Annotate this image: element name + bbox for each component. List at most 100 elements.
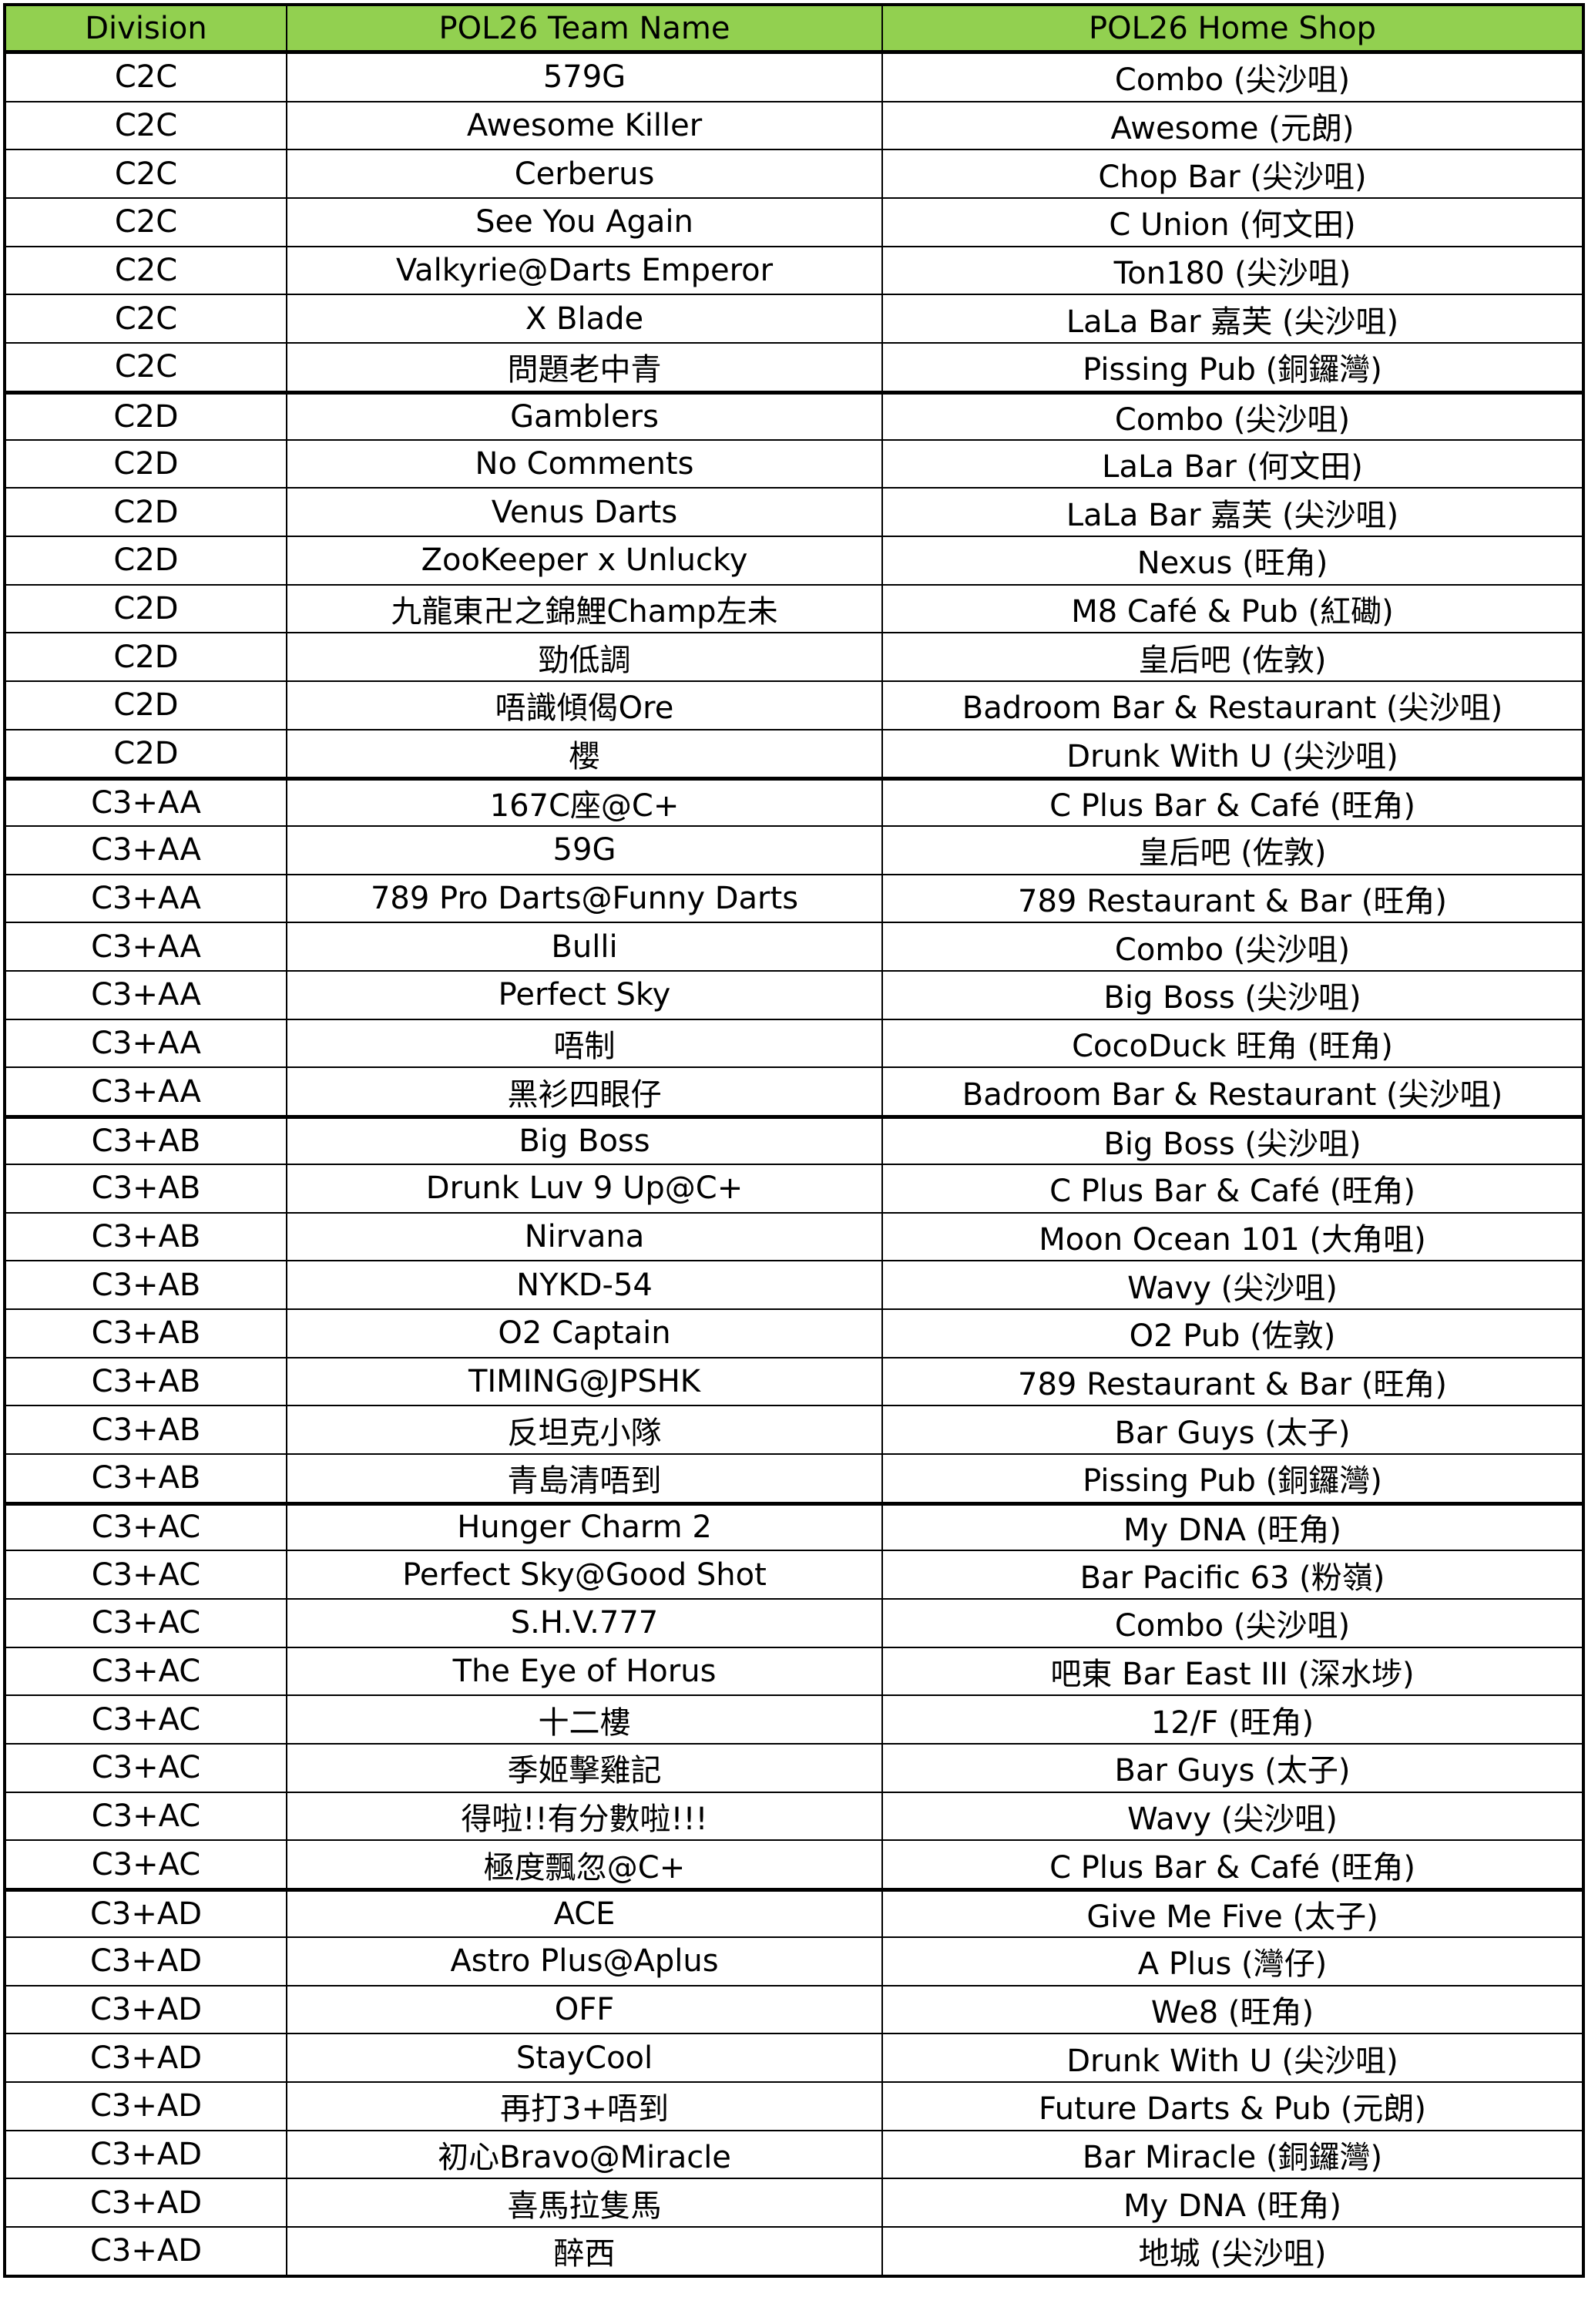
division-cell: C2D <box>6 489 287 536</box>
division-cell: C2D <box>6 730 287 777</box>
team-name-cell: 黑衫四眼仔 <box>287 1068 883 1116</box>
team-name-cell: Perfect Sky <box>287 972 883 1019</box>
table-row: C3+AA Bulli Combo (尖沙咀) <box>6 922 1582 971</box>
table-row: C3+AB Big Boss Big Boss (尖沙咀) <box>6 1115 1582 1164</box>
division-cell: C3+AC <box>6 1600 287 1647</box>
table-row: C2D 唔識傾偈Ore Badroom Bar & Restaurant (尖沙咀) <box>6 680 1582 729</box>
division-cell: C3+AB <box>6 1358 287 1405</box>
table-row: C3+AA Perfect Sky Big Boss (尖沙咀) <box>6 970 1582 1019</box>
table-row: C2D No Comments LaLa Bar (何文田) <box>6 438 1582 488</box>
home-shop-cell: My DNA (旺角) <box>1123 1513 1341 1549</box>
team-name-cell: 醉西 <box>287 2227 883 2275</box>
team-name-cell: 青島清唔到 <box>287 1454 883 1502</box>
home-shop-cell: Bar Guys (太子) <box>1114 1415 1351 1451</box>
table-row: C3+AA 789 Pro Darts@Funny Darts 789 Restau… <box>6 873 1582 922</box>
division-cell: C3+AB <box>6 1261 287 1308</box>
team-name-cell: 十二樓 <box>287 1696 883 1744</box>
team-name-cell: StayCool <box>287 2034 883 2081</box>
division-cell: C3+AC <box>6 1647 287 1695</box>
team-name-cell: Nirvana <box>287 1213 883 1261</box>
table-row: C3+AD ACE Give Me Five (太子) <box>6 1888 1582 1936</box>
table-row: C3+AB TIMING@JPSHK 789 Restaurant & Bar (旺… <box>6 1356 1582 1405</box>
team-name-cell: See You Again <box>287 199 883 246</box>
division-cell: C2D <box>6 633 287 680</box>
home-shop-cell: Big Boss (尖沙咀) <box>1103 1126 1361 1162</box>
home-shop-cell: C Plus Bar & Café (旺角) <box>1049 788 1415 824</box>
home-shop-cell: Bar Miracle (銅鑼灣) <box>1082 2139 1383 2175</box>
table-row: C2D 櫻 Drunk With U (尖沙咀) <box>6 728 1582 777</box>
table-row: C3+AB Nirvana Moon Ocean 101 (大角咀) <box>6 1211 1582 1261</box>
division-cell: C3+AA <box>6 827 287 874</box>
team-name-cell: Big Boss <box>287 1119 883 1164</box>
table-row: C2C See You Again C Union (何文田) <box>6 197 1582 246</box>
division-cell: C3+AC <box>6 1792 287 1840</box>
table-row: C3+AD 醉西 地城 (尖沙咀) <box>6 2225 1582 2275</box>
home-shop-cell: Badroom Bar & Restaurant (尖沙咀) <box>962 1076 1503 1113</box>
home-shop-cell: 皇后吧 (佐敦) <box>1138 835 1327 872</box>
division-cell: C2D <box>6 681 287 729</box>
team-name-cell: No Comments <box>287 440 883 488</box>
team-name-cell: 167C座@C+ <box>287 781 883 825</box>
home-shop-cell: Big Boss (尖沙咀) <box>1103 980 1361 1016</box>
team-name-cell: 喜馬拉隻馬 <box>287 2179 883 2226</box>
table-row: C2D Gamblers Combo (尖沙咀) <box>6 390 1582 439</box>
division-cell: C3+AD <box>6 2131 287 2178</box>
division-cell: C3+AA <box>6 923 287 971</box>
home-shop-cell: A Plus (灣仔) <box>1137 1946 1328 1983</box>
home-shop-cell: Future Darts & Pub (元朗) <box>1038 2091 1427 2128</box>
table-row: C2D 勁低調 皇后吧 (佐敦) <box>6 632 1582 680</box>
division-cell: C3+AC <box>6 1696 287 1744</box>
header-team-name: POL26 Team Name <box>287 6 883 50</box>
team-name-cell: ZooKeeper x Unlucky <box>287 536 883 584</box>
team-name-cell: ACE <box>287 1892 883 1936</box>
home-shop-cell: C Union (何文田) <box>1109 207 1356 243</box>
division-cell: C3+AD <box>6 2227 287 2275</box>
team-name-cell: Valkyrie@Darts Emperor <box>287 247 883 294</box>
table-row: C3+AA 167C座@C+ C Plus Bar & Café (旺角) <box>6 777 1582 825</box>
team-name-cell: 唔制 <box>287 1019 883 1067</box>
team-name-cell: 初心Bravo@Miracle <box>287 2131 883 2178</box>
division-cell: C3+AD <box>6 1892 287 1936</box>
home-shop-cell: LaLa Bar (何文田) <box>1102 448 1363 485</box>
team-name-cell: Cerberus <box>287 150 883 198</box>
team-name-cell: 再打3+唔到 <box>287 2082 883 2130</box>
table-row: C2D Venus Darts LaLa Bar 嘉芙 (尖沙咀) <box>6 487 1582 536</box>
home-shop-cell: Give Me Five (太子) <box>1086 1899 1378 1935</box>
team-name-cell: 季姬擊雞記 <box>287 1745 883 1792</box>
table-row: C2C Valkyrie@Darts Emperor Ton180 (尖沙咀) <box>6 245 1582 294</box>
table-row: C3+AB 青島清唔到 Pissing Pub (銅鑼灣) <box>6 1452 1582 1502</box>
team-name-cell: Gamblers <box>287 394 883 439</box>
table-row: C2C 579G Combo (尖沙咀) <box>6 52 1582 101</box>
home-shop-cell: My DNA (旺角) <box>1123 2188 1341 2224</box>
team-name-cell: Perfect Sky@Good Shot <box>287 1551 883 1598</box>
division-cell: C3+AB <box>6 1454 287 1502</box>
home-shop-cell: We8 (旺角) <box>1150 1994 1314 2030</box>
team-name-cell: Astro Plus@Aplus <box>287 1937 883 1985</box>
home-shop-cell: 789 Restaurant & Bar (旺角) <box>1018 884 1447 920</box>
table-header: Division POL26 Team Name POL26 Home Shop <box>6 6 1582 52</box>
table-row: C2C Cerberus Chop Bar (尖沙咀) <box>6 149 1582 198</box>
home-shop-cell: Chop Bar (尖沙咀) <box>1098 159 1367 195</box>
header-home-shop: POL26 Home Shop <box>1089 10 1376 46</box>
table-row: C3+AC 季姬擊雞記 Bar Guys (太子) <box>6 1743 1582 1792</box>
table-row: C3+AC 極度飄忽@C+ C Plus Bar & Café (旺角) <box>6 1839 1582 1889</box>
table-row: C3+AC S.H.V.777 Combo (尖沙咀) <box>6 1598 1582 1647</box>
division-cell: C2D <box>6 440 287 488</box>
division-cell: C3+AC <box>6 1505 287 1550</box>
home-shop-cell: C Plus Bar & Café (旺角) <box>1049 1174 1415 1210</box>
table-row: C3+AD OFF We8 (旺角) <box>6 1984 1582 2034</box>
division-cell: C3+AD <box>6 1937 287 1985</box>
table-row: C3+AD Astro Plus@Aplus A Plus (灣仔) <box>6 1936 1582 1985</box>
table-row: C3+AC 十二樓 12/F (旺角) <box>6 1694 1582 1744</box>
home-shop-cell: 皇后吧 (佐敦) <box>1138 642 1327 678</box>
home-shop-cell: Ton180 (尖沙咀) <box>1113 256 1351 292</box>
home-shop-cell: M8 Café & Pub (紅磡) <box>1071 593 1394 630</box>
team-name-cell: 唔識傾偈Ore <box>287 681 883 729</box>
home-shop-cell: Drunk With U (尖沙咀) <box>1066 2043 1398 2079</box>
division-cell: C2C <box>6 199 287 246</box>
team-name-cell: 789 Pro Darts@Funny Darts <box>287 875 883 922</box>
table-row: C3+AD 初心Bravo@Miracle Bar Miracle (銅鑼灣) <box>6 2129 1582 2178</box>
home-shop-cell: 789 Restaurant & Bar (旺角) <box>1018 1366 1447 1402</box>
team-name-cell: 勁低調 <box>287 633 883 680</box>
division-cell: C2C <box>6 295 287 343</box>
